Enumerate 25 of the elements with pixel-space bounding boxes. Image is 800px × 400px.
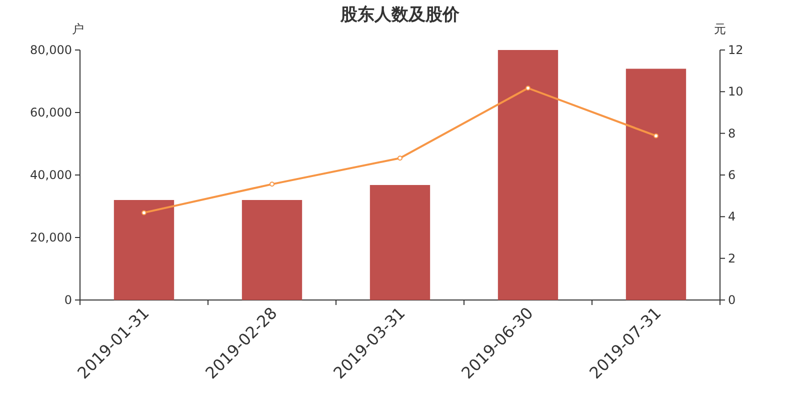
y2-tick-label: 10 xyxy=(728,84,744,99)
bar xyxy=(242,200,302,300)
y-tick-label: 20,000 xyxy=(30,230,72,244)
y-tick-label: 60,000 xyxy=(30,106,72,120)
y-tick-label: 0 xyxy=(64,293,72,307)
y2-tick-label: 0 xyxy=(728,293,736,307)
y-axis-title: 户 xyxy=(72,22,84,36)
y-tick-label: 40,000 xyxy=(30,168,72,182)
point xyxy=(142,210,146,216)
y2-tick-label: 4 xyxy=(728,210,736,224)
y2-tick-label: 2 xyxy=(728,251,736,266)
bar xyxy=(370,185,430,300)
point xyxy=(398,156,402,161)
chart-title: 股东人数及股价 xyxy=(340,5,460,25)
y2-tick-label: 6 xyxy=(728,168,736,182)
y-tick-label: 80,000 xyxy=(30,43,72,57)
bar xyxy=(114,200,174,300)
point xyxy=(270,182,274,187)
point xyxy=(526,86,530,91)
y2-tick-label: 12 xyxy=(728,43,744,57)
bar xyxy=(626,68,686,300)
bar xyxy=(498,50,558,300)
point xyxy=(654,133,658,138)
y2-tick-label: 8 xyxy=(728,126,736,140)
y2-axis-title: 元 xyxy=(714,22,726,36)
